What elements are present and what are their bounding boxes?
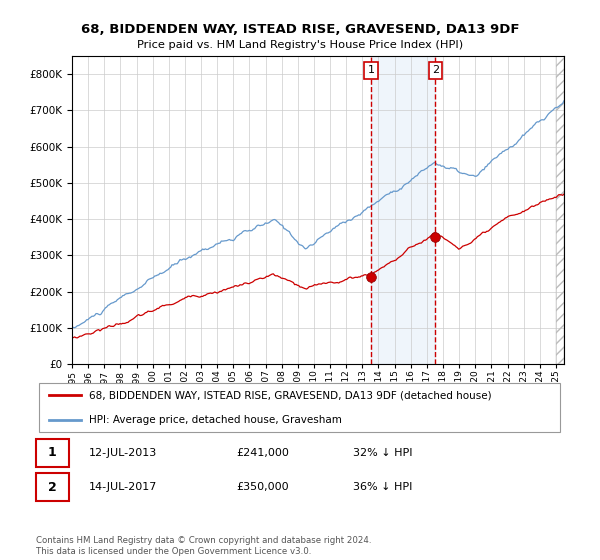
Text: 68, BIDDENDEN WAY, ISTEAD RISE, GRAVESEND, DA13 9DF (detached house): 68, BIDDENDEN WAY, ISTEAD RISE, GRAVESEN… [89, 390, 491, 400]
Text: 12-JUL-2013: 12-JUL-2013 [89, 448, 157, 458]
Text: 2: 2 [48, 480, 57, 494]
Text: Contains HM Land Registry data © Crown copyright and database right 2024.
This d: Contains HM Land Registry data © Crown c… [36, 536, 371, 556]
Text: 14-JUL-2017: 14-JUL-2017 [89, 482, 157, 492]
Text: 2: 2 [432, 66, 439, 76]
Text: 36% ↓ HPI: 36% ↓ HPI [353, 482, 412, 492]
Text: 1: 1 [367, 66, 374, 76]
Text: Price paid vs. HM Land Registry's House Price Index (HPI): Price paid vs. HM Land Registry's House … [137, 40, 463, 50]
Text: 32% ↓ HPI: 32% ↓ HPI [353, 448, 412, 458]
FancyBboxPatch shape [38, 383, 560, 432]
Text: HPI: Average price, detached house, Gravesham: HPI: Average price, detached house, Grav… [89, 414, 341, 424]
Bar [371, 56, 436, 364]
FancyBboxPatch shape [36, 439, 69, 467]
Text: 68, BIDDENDEN WAY, ISTEAD RISE, GRAVESEND, DA13 9DF: 68, BIDDENDEN WAY, ISTEAD RISE, GRAVESEN… [81, 24, 519, 36]
Text: 1: 1 [48, 446, 57, 459]
FancyBboxPatch shape [36, 473, 69, 501]
Text: £241,000: £241,000 [236, 448, 290, 458]
Text: £350,000: £350,000 [236, 482, 289, 492]
